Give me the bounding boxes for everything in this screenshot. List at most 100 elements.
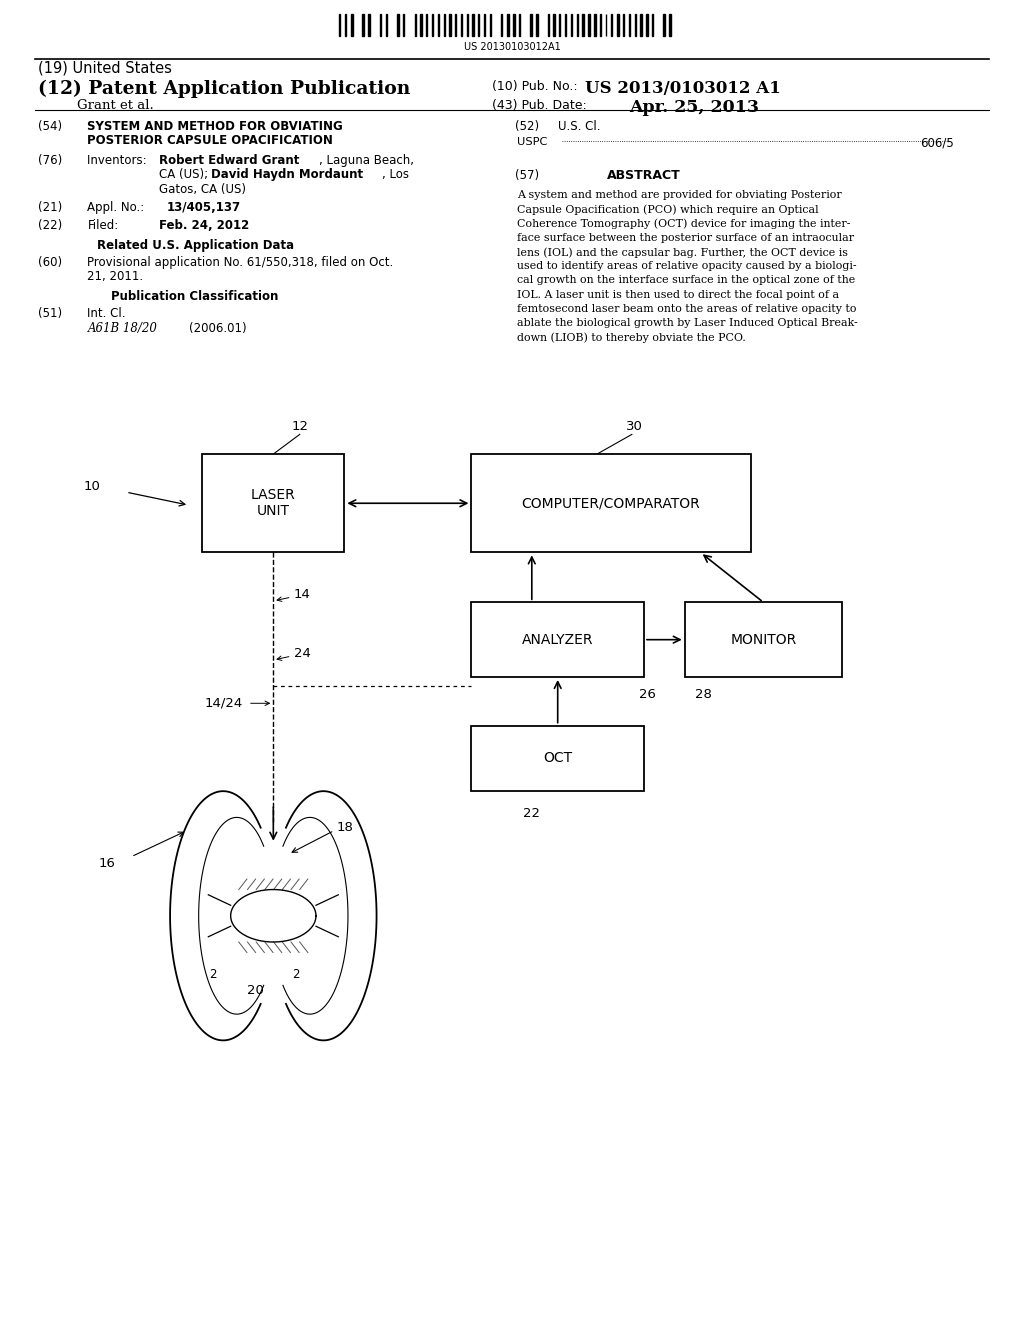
Text: Capsule Opacification (PCO) which require an Optical: Capsule Opacification (PCO) which requir… xyxy=(517,205,819,215)
Text: 12: 12 xyxy=(292,420,308,433)
Text: 26: 26 xyxy=(639,688,655,701)
Text: lens (IOL) and the capsular bag. Further, the OCT device is: lens (IOL) and the capsular bag. Further… xyxy=(517,247,848,257)
Text: MONITOR: MONITOR xyxy=(730,632,797,647)
Text: 22: 22 xyxy=(523,807,541,820)
Bar xyxy=(471,454,751,553)
Text: A system and method are provided for obviating Posterior: A system and method are provided for obv… xyxy=(517,190,842,201)
Text: Feb. 24, 2012: Feb. 24, 2012 xyxy=(159,219,249,232)
Bar xyxy=(513,15,515,37)
Bar xyxy=(397,15,398,37)
Text: 16: 16 xyxy=(99,857,116,870)
Text: OCT: OCT xyxy=(543,751,572,766)
Text: POSTERIOR CAPSULE OPACIFICATION: POSTERIOR CAPSULE OPACIFICATION xyxy=(87,135,334,147)
Bar xyxy=(577,15,578,37)
Bar xyxy=(484,15,485,37)
Text: 10: 10 xyxy=(83,480,100,494)
Text: CA (US);: CA (US); xyxy=(159,168,211,181)
Text: IOL. A laser unit is then used to direct the focal point of a: IOL. A laser unit is then used to direct… xyxy=(517,289,840,300)
Bar xyxy=(640,15,642,37)
Text: , Los: , Los xyxy=(382,168,409,181)
Bar xyxy=(489,15,492,37)
Text: (57): (57) xyxy=(515,169,540,182)
Bar xyxy=(421,15,422,37)
Bar xyxy=(362,15,364,37)
Text: COMPUTER/COMPARATOR: COMPUTER/COMPARATOR xyxy=(521,496,700,511)
Bar xyxy=(351,15,353,37)
Text: LASER
UNIT: LASER UNIT xyxy=(251,488,296,519)
Text: face surface between the posterior surface of an intraocular: face surface between the posterior surfa… xyxy=(517,232,854,243)
Bar xyxy=(530,15,532,37)
Bar xyxy=(548,15,549,37)
Text: (52): (52) xyxy=(515,120,540,132)
Bar xyxy=(600,15,601,37)
Text: (19) United States: (19) United States xyxy=(38,61,172,75)
Polygon shape xyxy=(230,890,316,942)
Text: Grant et al.: Grant et al. xyxy=(77,99,154,112)
Bar xyxy=(432,15,433,37)
Bar xyxy=(403,15,404,37)
Bar xyxy=(617,15,618,37)
Text: USPC: USPC xyxy=(517,137,548,147)
Text: 30: 30 xyxy=(626,420,643,433)
Text: , Laguna Beach,: , Laguna Beach, xyxy=(319,153,414,166)
Text: US 20130103012A1: US 20130103012A1 xyxy=(464,41,560,51)
Text: 2: 2 xyxy=(292,969,299,981)
Text: down (LIOB) to thereby obviate the PCO.: down (LIOB) to thereby obviate the PCO. xyxy=(517,333,745,343)
Text: Int. Cl.: Int. Cl. xyxy=(87,308,126,321)
Bar xyxy=(471,726,644,791)
Text: SYSTEM AND METHOD FOR OBVIATING: SYSTEM AND METHOD FOR OBVIATING xyxy=(87,120,343,132)
Bar xyxy=(507,15,509,37)
Bar xyxy=(583,15,584,37)
Bar xyxy=(455,15,457,37)
Text: Gatos, CA (US): Gatos, CA (US) xyxy=(159,182,246,195)
Text: ANALYZER: ANALYZER xyxy=(522,632,594,647)
Text: Related U.S. Application Data: Related U.S. Application Data xyxy=(96,239,294,252)
Text: 18: 18 xyxy=(336,821,353,834)
Bar xyxy=(685,602,842,677)
Bar xyxy=(467,15,468,37)
Text: (2006.01): (2006.01) xyxy=(189,322,247,334)
Text: Provisional application No. 61/550,318, filed on Oct.: Provisional application No. 61/550,318, … xyxy=(87,256,393,269)
Text: 14/24: 14/24 xyxy=(205,697,243,710)
Text: used to identify areas of relative opacity caused by a biologi-: used to identify areas of relative opaci… xyxy=(517,261,857,271)
Bar xyxy=(443,15,445,37)
Text: Apr. 25, 2013: Apr. 25, 2013 xyxy=(629,99,759,116)
Bar xyxy=(664,15,665,37)
Text: (54): (54) xyxy=(38,120,61,132)
Text: Publication Classification: Publication Classification xyxy=(112,290,279,304)
Text: ablate the biological growth by Laser Induced Optical Break-: ablate the biological growth by Laser In… xyxy=(517,318,858,327)
Text: (60): (60) xyxy=(38,256,61,269)
Bar xyxy=(461,15,463,37)
Text: 28: 28 xyxy=(695,688,712,701)
Text: 606/5: 606/5 xyxy=(921,137,953,149)
Text: 14: 14 xyxy=(294,587,310,601)
Bar xyxy=(450,15,451,37)
Text: femtosecond laser beam onto the areas of relative opacity to: femtosecond laser beam onto the areas of… xyxy=(517,304,857,314)
Text: 21, 2011.: 21, 2011. xyxy=(87,271,143,284)
Text: cal growth on the interface surface in the optical zone of the: cal growth on the interface surface in t… xyxy=(517,276,855,285)
Bar xyxy=(670,15,671,37)
Text: Robert Edward Grant: Robert Edward Grant xyxy=(159,153,299,166)
Text: A61B 18/20: A61B 18/20 xyxy=(87,322,158,334)
Bar xyxy=(345,15,346,37)
Text: (76): (76) xyxy=(38,153,61,166)
Bar xyxy=(537,15,538,37)
Bar xyxy=(369,15,370,37)
Bar xyxy=(471,602,644,677)
Text: Coherence Tomography (OCT) device for imaging the inter-: Coherence Tomography (OCT) device for im… xyxy=(517,219,851,230)
Text: 2: 2 xyxy=(209,969,216,981)
Text: Appl. No.:: Appl. No.: xyxy=(87,201,148,214)
Bar xyxy=(588,15,590,37)
Text: 20: 20 xyxy=(247,983,263,997)
Bar xyxy=(565,15,566,37)
Text: Inventors:: Inventors: xyxy=(87,153,155,166)
Bar xyxy=(437,15,439,37)
Text: 13/405,137: 13/405,137 xyxy=(167,201,241,214)
Text: (21): (21) xyxy=(38,201,61,214)
Text: US 2013/0103012 A1: US 2013/0103012 A1 xyxy=(585,81,781,98)
Text: (12) Patent Application Publication: (12) Patent Application Publication xyxy=(38,81,410,99)
Bar xyxy=(594,15,596,37)
Text: 24: 24 xyxy=(294,647,310,660)
Bar xyxy=(611,15,612,37)
Bar xyxy=(415,15,416,37)
